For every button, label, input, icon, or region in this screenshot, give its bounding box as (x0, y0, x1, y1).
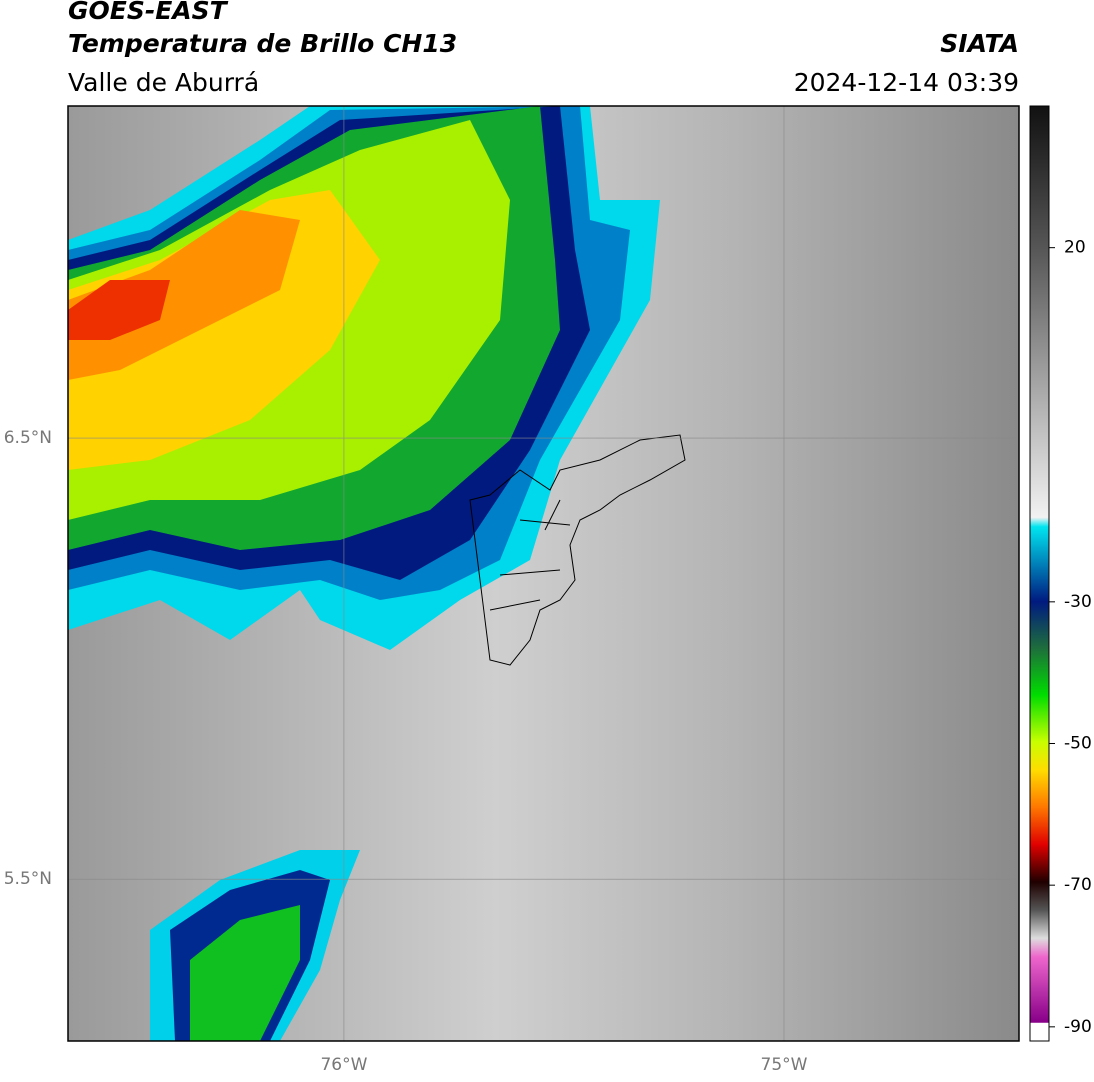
colorbar-tick-label: -70 (1064, 875, 1092, 895)
source: SIATA (940, 29, 1019, 58)
title: GOES-EAST (68, 0, 229, 25)
colorbar-tick-label: -90 (1064, 1017, 1092, 1037)
municipal-boundaries (469, 434, 686, 666)
subtitle: Temperatura de Brillo CH13 (68, 29, 457, 58)
timestamp: 2024-12-14 03:39 (794, 68, 1019, 97)
colorbar-tick-label: -50 (1064, 734, 1092, 754)
x-tick-label: 76°W (320, 1055, 367, 1075)
y-tick-label: 5.5°N (4, 869, 52, 889)
colorbar-tick-label: -30 (1064, 592, 1092, 612)
x-tick-label: 75°W (761, 1055, 808, 1075)
region: Valle de Aburrá (68, 68, 259, 97)
map-frame (67, 105, 1020, 1042)
colorbar-tick-label: 20 (1064, 238, 1086, 258)
y-tick-label: 6.5°N (4, 428, 52, 448)
satellite-image (68, 106, 1019, 1041)
colorbar (1029, 105, 1050, 1042)
